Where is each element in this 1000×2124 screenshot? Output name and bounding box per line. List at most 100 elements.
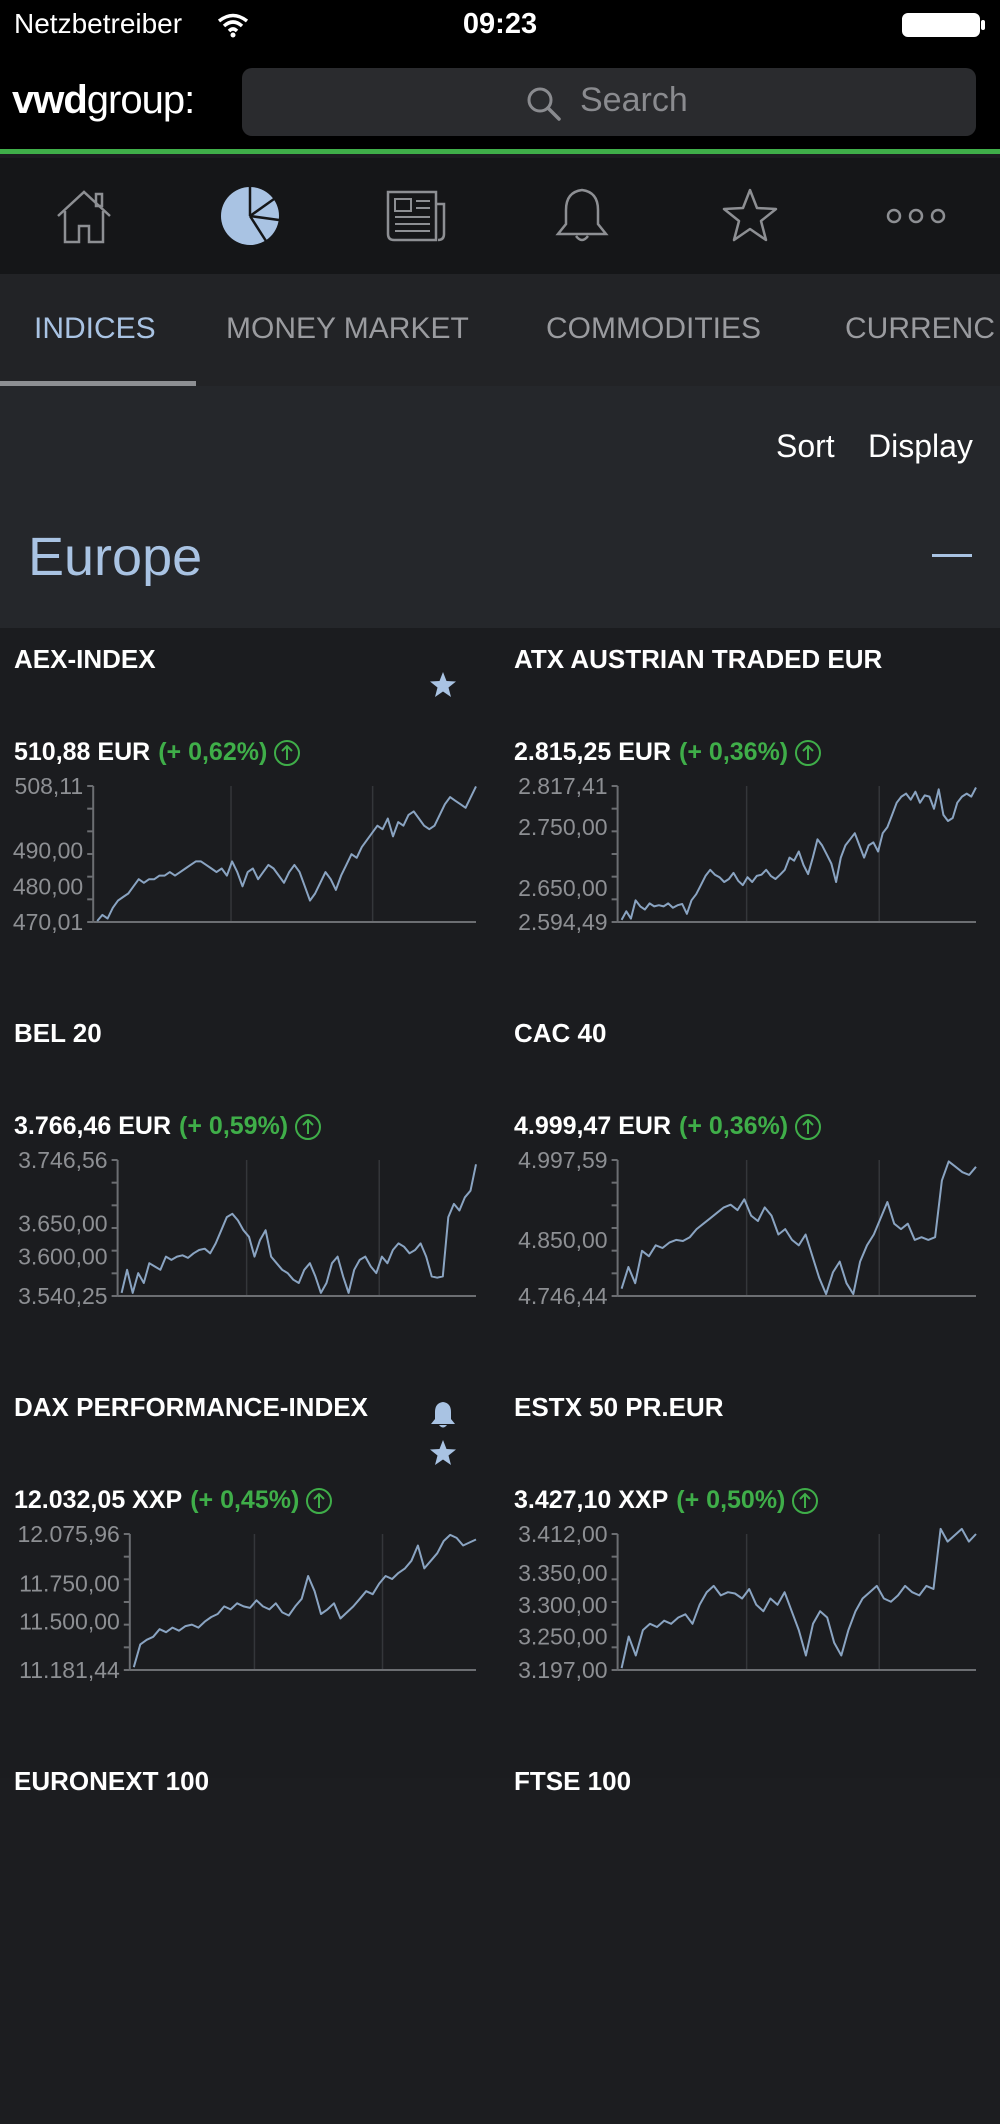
carrier-label: Netzbetreiber: [14, 8, 183, 39]
y-tick-label: 3.197,00: [518, 1657, 608, 1683]
more-icon[interactable]: [884, 186, 948, 246]
y-tick-label: 3.300,00: [518, 1592, 608, 1618]
y-tick-label: 3.250,00: [518, 1623, 608, 1649]
sort-button[interactable]: Sort: [776, 428, 835, 464]
instrument-quote: 12.032,05 XXP (+ 0,45%): [14, 1486, 333, 1515]
instrument-card[interactable]: AEX-INDEX 510,88 EUR (+ 0,62%) 508,11 490,00…: [0, 628, 500, 1002]
instrument-quote: 3.427,10 XXP (+ 0,50%): [514, 1486, 819, 1515]
instrument-card[interactable]: FTSE 100: [500, 1750, 1000, 2124]
region-header[interactable]: Europe: [0, 476, 1000, 628]
instrument-quote: 3.766,46 EUR (+ 0,59%): [14, 1112, 322, 1141]
home-icon[interactable]: [52, 186, 116, 246]
wifi-icon: [217, 13, 249, 38]
price-series-line: [620, 1160, 977, 1296]
price-series-line: [620, 1527, 977, 1669]
instrument-price: 2.815,25 EUR: [514, 738, 672, 766]
instrument-grid: AEX-INDEX 510,88 EUR (+ 0,62%) 508,11 490,00…: [0, 628, 1000, 1796]
y-tick-label: 2.594,49: [518, 909, 608, 935]
instrument-card[interactable]: ESTX 50 PR.EUR 3.427,10 XXP (+ 0,50%) 3.412…: [500, 1376, 1000, 1750]
instrument-card[interactable]: EURONEXT 100: [0, 1750, 500, 2124]
instrument-change: (+ 0,59%): [179, 1112, 289, 1140]
app-bar: vwdgroup: Search: [0, 50, 1000, 150]
y-tick-label: 508,11: [15, 776, 84, 799]
status-bar: Netzbetreiber 09:23: [0, 0, 1000, 50]
display-button[interactable]: Display: [868, 428, 973, 464]
instrument-card[interactable]: CAC 40 4.999,47 EUR (+ 0,36%) 4.997,59 4.850…: [500, 1002, 1000, 1376]
search-placeholder: Search: [580, 81, 688, 119]
tab-indices[interactable]: INDICES: [34, 312, 156, 345]
instrument-card[interactable]: DAX PERFORMANCE-INDEX 12.032,05 XXP (+ 0,4…: [0, 1376, 500, 1750]
instrument-badges: [428, 1396, 462, 1468]
star-icon[interactable]: [718, 186, 782, 246]
instrument-card[interactable]: ATX AUSTRIAN TRADED EUR 2.815,25 EUR (+ 0,…: [500, 628, 1000, 1002]
y-tick-label: 2.650,00: [518, 875, 608, 901]
main-nav: [0, 158, 1000, 274]
y-tick-label: 2.750,00: [518, 814, 608, 840]
region-title: Europe: [28, 527, 203, 587]
vwd-logo: vwdgroup:: [12, 78, 195, 122]
price-series-line: [96, 785, 477, 922]
price-series-line: [620, 787, 977, 921]
y-tick-label: 3.600,00: [18, 1244, 108, 1270]
star-icon: [430, 672, 456, 697]
sparkline-chart: 12.075,96 11.750,00 11.500,00 11.181,44: [17, 1524, 477, 1683]
instrument-price: 12.032,05 XXP: [14, 1486, 183, 1514]
newspaper-icon[interactable]: [384, 186, 448, 246]
arrow-up-circle-icon: [795, 1114, 822, 1141]
clock: 09:23: [462, 8, 538, 40]
battery-icon: [902, 13, 985, 37]
list-toolbar: Sort Display: [0, 386, 1000, 476]
instrument-name: ATX AUSTRIAN TRADED EUR: [514, 644, 883, 674]
arrow-up-circle-icon: [274, 740, 301, 767]
price-series-line: [120, 1164, 477, 1294]
y-tick-label: 3.350,00: [518, 1560, 608, 1586]
y-tick-label: 11.181,44: [19, 1657, 120, 1683]
instrument-price: 3.766,46 EUR: [14, 1112, 172, 1140]
y-tick-label: 3.650,00: [18, 1211, 108, 1237]
arrow-up-circle-icon: [306, 1488, 333, 1515]
instrument-price: 4.999,47 EUR: [514, 1112, 672, 1140]
y-tick-label: 3.540,25: [18, 1283, 108, 1309]
header-accent-line: [0, 149, 1000, 154]
instrument-name: EURONEXT 100: [14, 1766, 210, 1796]
bell-icon[interactable]: [550, 186, 614, 246]
active-tab-indicator: [0, 381, 196, 386]
instrument-change: (+ 0,50%): [676, 1486, 786, 1514]
collapse-icon[interactable]: [932, 554, 972, 557]
sparkline-chart: 3.746,56 3.650,00 3.600,00 3.540,25: [18, 1150, 477, 1309]
arrow-up-circle-icon: [295, 1114, 322, 1141]
instrument-change: (+ 0,62%): [158, 738, 268, 766]
tab-money-market[interactable]: MONEY MARKET: [226, 312, 469, 345]
star-icon: [430, 1440, 456, 1465]
instrument-card[interactable]: BEL 20 3.766,46 EUR (+ 0,59%) 3.746,56 3.650…: [0, 1002, 500, 1376]
instrument-name: FTSE 100: [514, 1766, 632, 1796]
y-tick-label: 4.746,44: [518, 1283, 608, 1309]
instrument-quote: 2.815,25 EUR (+ 0,36%): [514, 738, 822, 767]
search-icon: [527, 87, 561, 121]
instrument-price: 510,88 EUR: [14, 738, 151, 766]
y-tick-label: 470,01: [13, 909, 83, 935]
y-tick-label: 3.412,00: [518, 1524, 608, 1547]
sparkline-chart: 2.817,41 2.750,00 2.650,00 2.594,49: [518, 776, 977, 935]
instrument-quote: 510,88 EUR (+ 0,62%): [14, 738, 301, 767]
tab-currencies[interactable]: CURRENC: [845, 312, 995, 345]
arrow-up-circle-icon: [795, 740, 822, 767]
sparkline-chart: 508,11 490,00 480,00 470,01: [13, 776, 477, 935]
tab-commodities[interactable]: COMMODITIES: [546, 312, 761, 345]
search-input[interactable]: Search: [242, 68, 976, 136]
pie-chart-icon[interactable]: [218, 186, 282, 246]
instrument-change: (+ 0,45%): [190, 1486, 300, 1514]
bell-icon: [431, 1402, 455, 1428]
sparkline-chart: 3.412,00 3.350,00 3.300,00 3.250,00 3.197,00: [518, 1524, 977, 1683]
instrument-name: BEL 20: [14, 1018, 102, 1048]
instrument-change: (+ 0,36%): [679, 738, 789, 766]
instrument-name: CAC 40: [514, 1018, 607, 1048]
instrument-badges: [428, 648, 462, 700]
instrument-price: 3.427,10 XXP: [514, 1486, 669, 1514]
y-tick-label: 4.997,59: [518, 1150, 608, 1173]
y-tick-label: 4.850,00: [518, 1227, 608, 1253]
instrument-name: ESTX 50 PR.EUR: [514, 1392, 724, 1422]
category-tabs: INDICES MONEY MARKET COMMODITIES CURRENC: [0, 274, 1000, 386]
y-tick-label: 480,00: [13, 873, 83, 899]
price-series-line: [132, 1533, 477, 1668]
